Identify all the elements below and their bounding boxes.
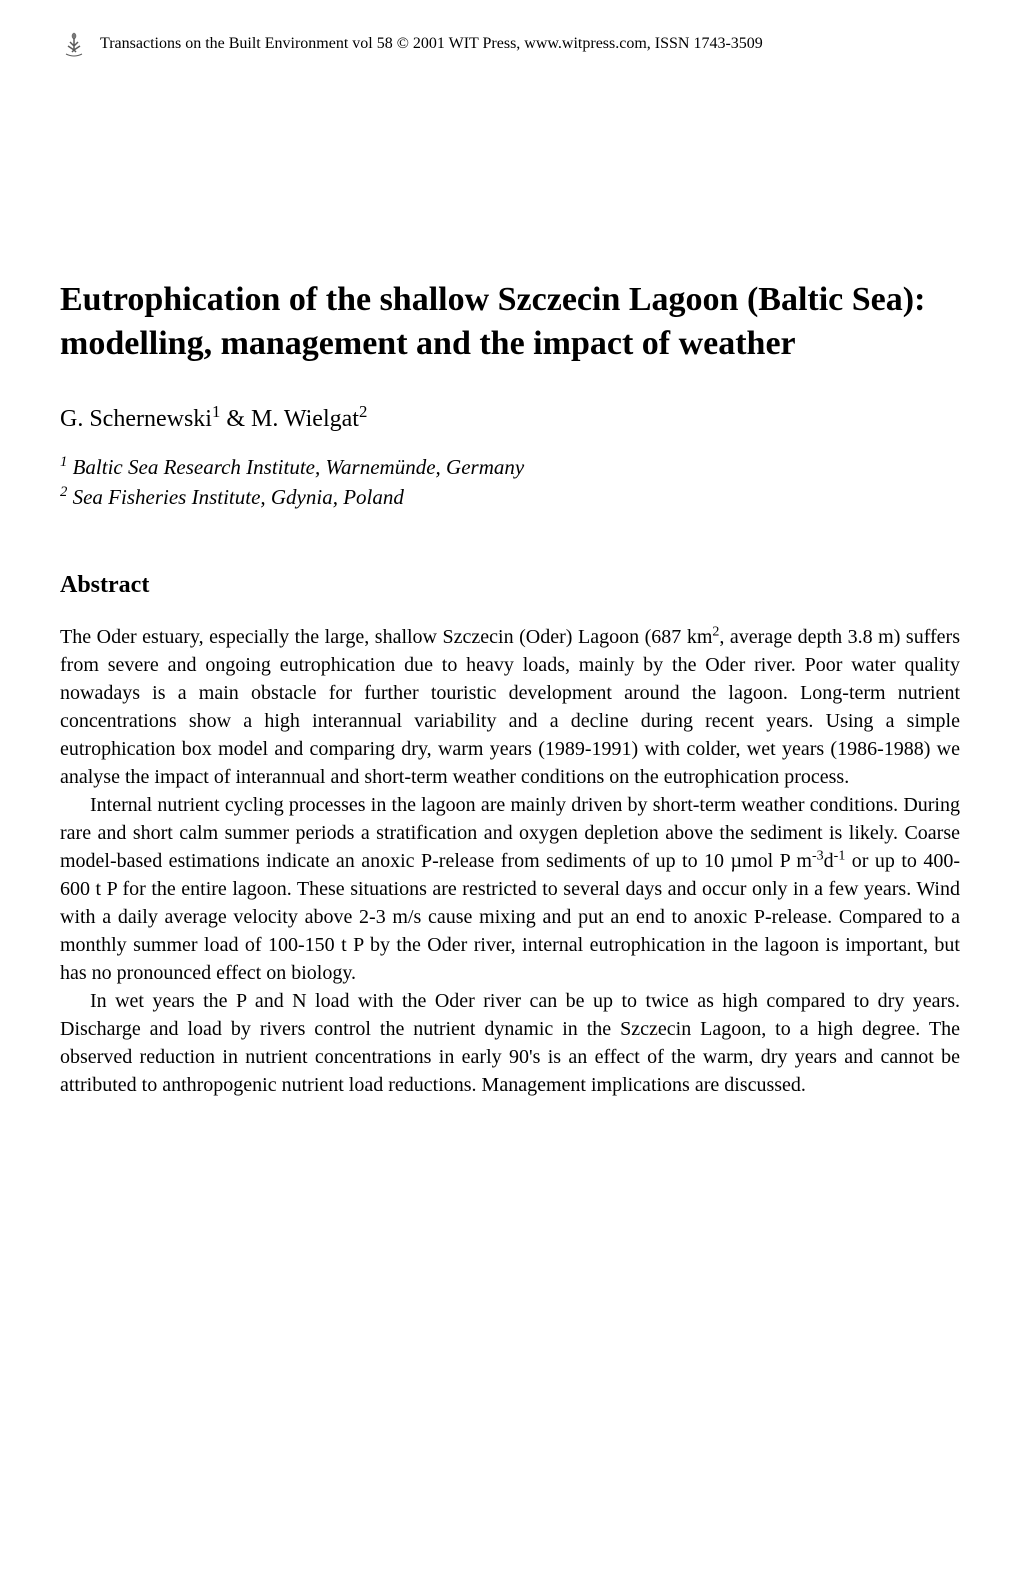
publisher-logo-icon [60,30,88,58]
abstract-heading: Abstract [60,572,960,599]
running-header-text: Transactions on the Built Environment vo… [100,35,763,53]
authors-line: G. Schernewski1 & M. Wielgat2 [60,406,960,433]
affiliations: 1 Baltic Sea Research Institute, Warnemü… [60,453,960,512]
running-header: Transactions on the Built Environment vo… [60,30,960,58]
paper-title: Eutrophication of the shallow Szczecin L… [60,278,960,366]
affiliation-2: 2 Sea Fisheries Institute, Gdynia, Polan… [60,483,960,512]
abstract-p2: Internal nutrient cycling processes in t… [60,791,960,987]
abstract-body: The Oder estuary, especially the large, … [60,623,960,1099]
abstract-p1: The Oder estuary, especially the large, … [60,623,960,791]
abstract-p3: In wet years the P and N load with the O… [60,987,960,1099]
affiliation-1: 1 Baltic Sea Research Institute, Warnemü… [60,453,960,482]
